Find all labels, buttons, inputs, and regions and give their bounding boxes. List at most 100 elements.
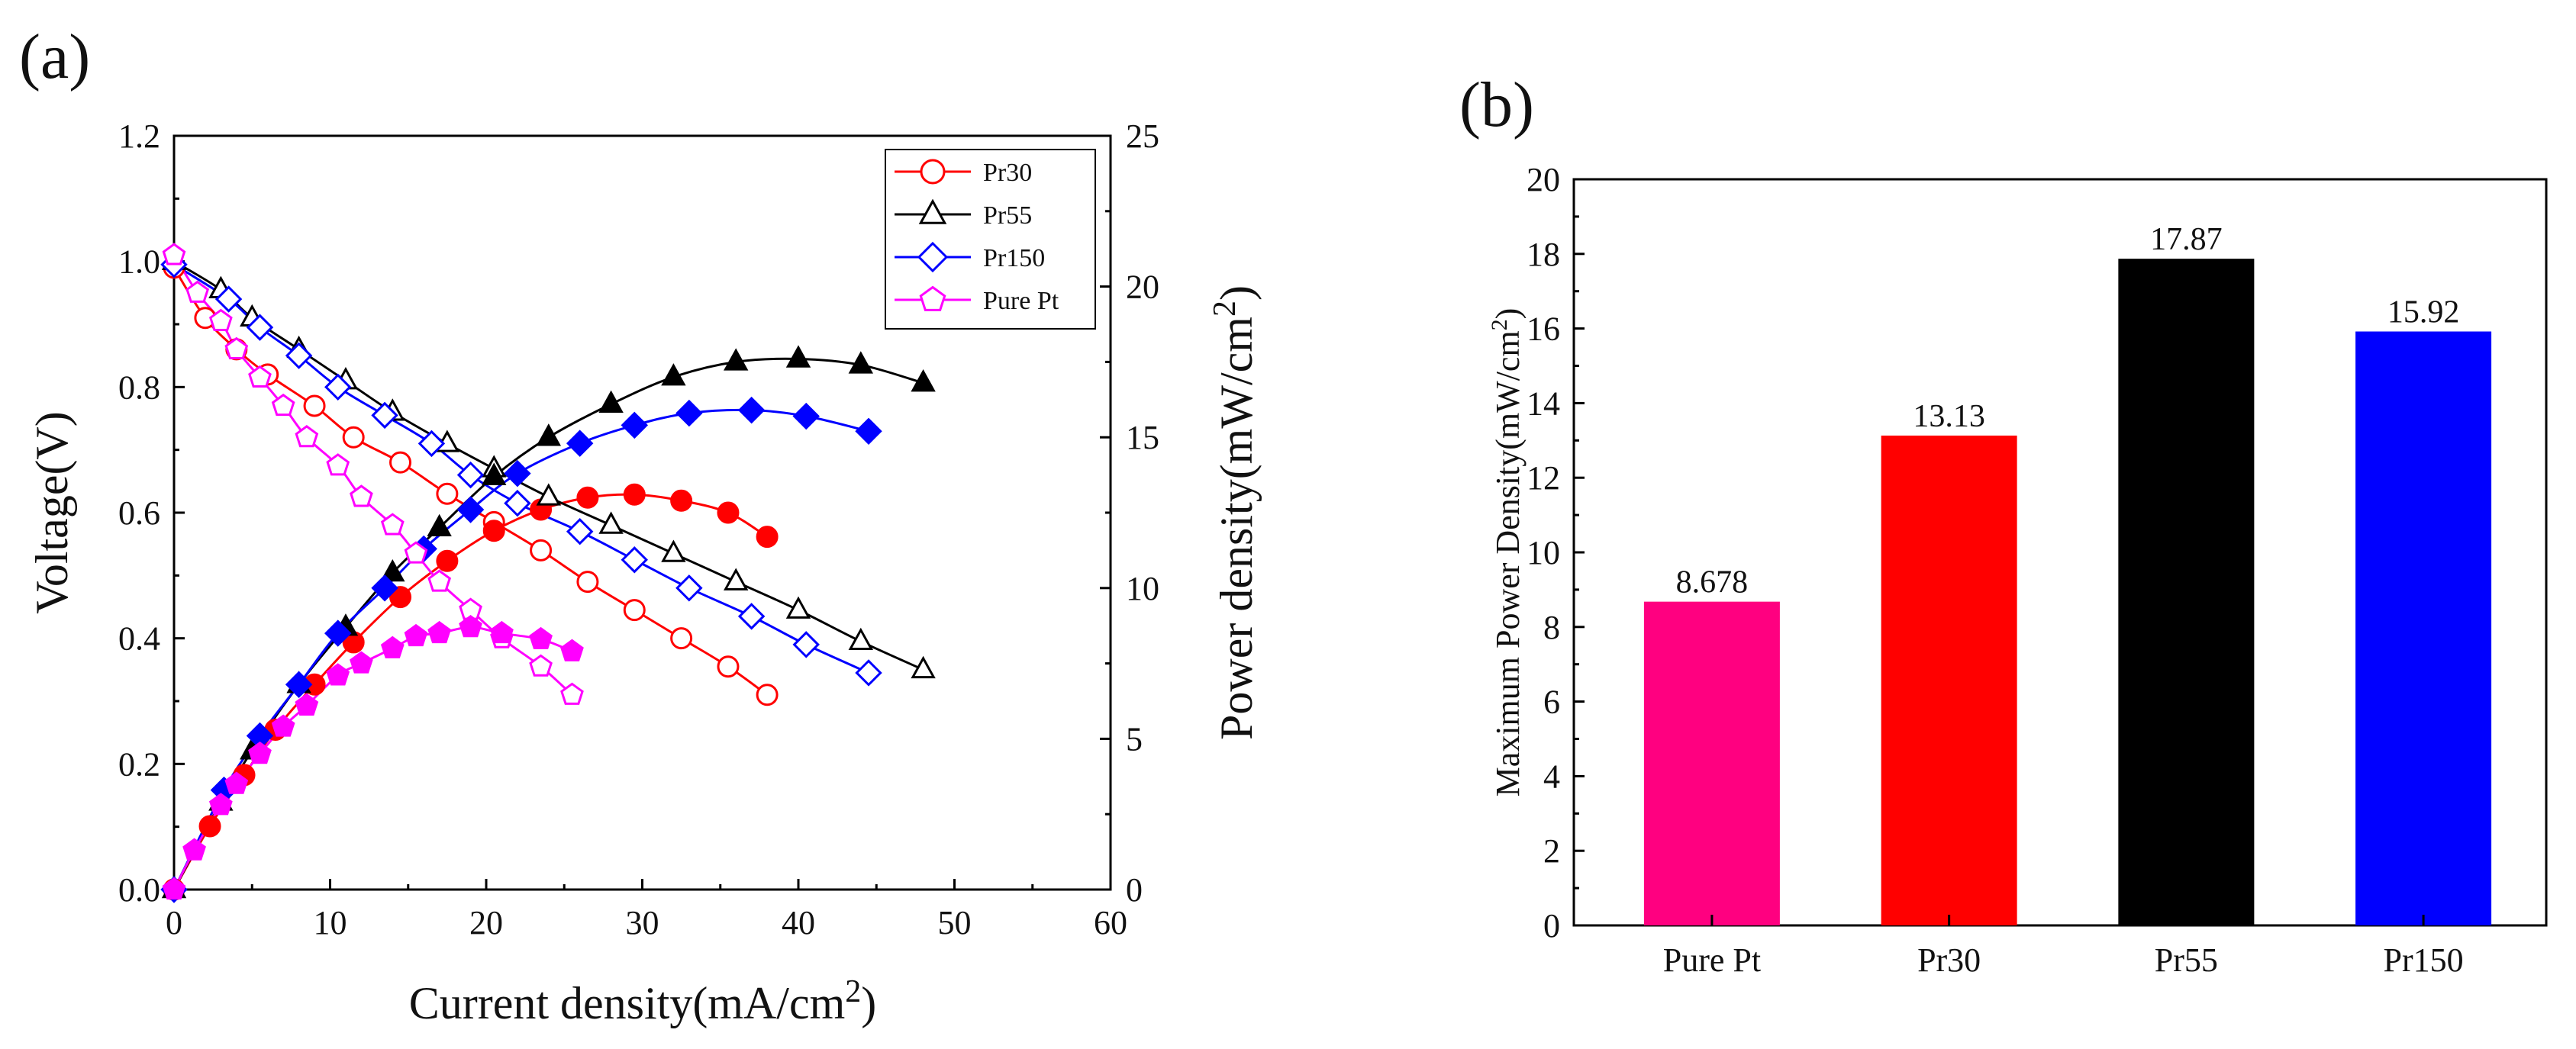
legend-label: Pr55 [983, 201, 1032, 230]
bar-pr30 [1881, 435, 2017, 925]
voltage-point [623, 599, 646, 622]
voltage-point [737, 603, 766, 630]
voltage-point [670, 627, 693, 650]
voltage-point [303, 394, 326, 417]
y-tick-label-b: 8 [1543, 609, 1560, 646]
power-line-pure-pt [172, 626, 573, 890]
voltage-point [271, 393, 295, 417]
category-label: Pr30 [1917, 941, 1981, 979]
voltage-point [214, 285, 243, 313]
power-point [404, 623, 428, 647]
voltage-point [342, 426, 365, 449]
y-tick-label-b: 16 [1527, 311, 1560, 348]
power-point [670, 489, 693, 512]
power-point [198, 815, 221, 838]
voltage-point [855, 659, 882, 687]
y-tick-label-b: 0 [1543, 907, 1560, 944]
legend-a: Pr30 Pr55 Pr150 Pure Pt [885, 149, 1096, 330]
voltage-point [675, 574, 703, 602]
power-point [295, 693, 319, 716]
power-point [785, 345, 811, 368]
voltage-point [185, 280, 210, 303]
legend-label: Pr30 [983, 159, 1032, 187]
power-point [724, 348, 749, 371]
y-right-tick-label: 15 [1126, 419, 1159, 456]
y-axis-title-b: Maximum Power Density(mW/cm2) [1487, 308, 1527, 797]
power-point [459, 615, 482, 638]
voltage-point [504, 489, 531, 517]
voltage-point [536, 483, 561, 506]
power-point [326, 663, 350, 686]
power-point [576, 486, 599, 509]
power-point [792, 402, 820, 430]
voltage-point [566, 517, 594, 545]
power-point [208, 793, 233, 816]
power-point [427, 513, 452, 537]
voltage-point [208, 308, 233, 331]
voltage-point [285, 342, 313, 369]
y-left-tick-label: 0.6 [118, 494, 160, 532]
voltage-point [418, 430, 446, 458]
power-point [285, 671, 313, 698]
y-left-tick-label: 0.0 [118, 871, 160, 909]
legend-label: Pr150 [983, 244, 1045, 272]
x-tick-label-a: 10 [314, 904, 347, 941]
power-point [389, 586, 412, 609]
bar-value-label: 13.13 [1913, 399, 1985, 434]
x-tick-label-a: 50 [938, 904, 972, 941]
voltage-point [717, 655, 740, 678]
y-right-tick-label: 10 [1126, 570, 1159, 607]
series-a [160, 243, 936, 903]
y-tick-label-b: 12 [1527, 459, 1560, 497]
y-axis-title-left: Voltage(V) [27, 411, 77, 614]
power-point [717, 501, 740, 524]
voltage-point [848, 627, 873, 651]
line-chart-a: 0 10 20 30 40 50 60 0.0 0.2 0.4 0.6 0.8 1.0 1.2 0 5 10 15… [27, 117, 1262, 1028]
voltage-line-pure-pt [172, 254, 573, 696]
x-tick-label-a: 60 [1094, 904, 1127, 941]
y-tick-label-b: 18 [1527, 236, 1560, 273]
voltage-point [529, 654, 553, 677]
x-tick-label-a: 40 [782, 904, 815, 941]
voltage-point [224, 336, 249, 360]
power-point [560, 639, 584, 661]
voltage-line-pr55 [173, 260, 924, 671]
power-point [482, 520, 505, 542]
category-label: Pure Pt [1663, 941, 1761, 979]
voltage-point [162, 243, 186, 265]
voltage-point [911, 655, 936, 679]
legend-marker [917, 241, 949, 273]
voltage-point [661, 539, 686, 562]
power-point [324, 619, 352, 647]
axes-b: 0 2 4 6 8 10 12 14 16 18 20 [1527, 161, 1585, 944]
x-axis-title-a: Current density(mA/cm2) [409, 974, 877, 1028]
bar-pr150 [2355, 331, 2492, 926]
y-right-tick-label: 20 [1126, 269, 1159, 306]
y-left-tick-label: 0.8 [118, 368, 160, 406]
power-point [756, 526, 779, 549]
panel-b-label: (b) [1459, 69, 1534, 140]
voltage-point [404, 541, 428, 564]
axes-a: 0 10 20 30 40 50 60 0.0 0.2 0.4 0.6 0.8 1.0 1.2 0 5 10 15… [118, 117, 1159, 941]
voltage-point [371, 401, 398, 430]
x-tick-label-a: 20 [469, 904, 503, 941]
power-point [371, 574, 398, 602]
bar-pr55 [2118, 259, 2255, 926]
x-tick-label-a: 30 [626, 904, 659, 941]
y-tick-label-b: 2 [1543, 832, 1560, 870]
y-axis-title-right: Power density(mW/cm2) [1207, 285, 1262, 740]
power-point [623, 483, 646, 506]
legend-marker [920, 159, 946, 185]
voltage-point [756, 684, 779, 706]
legend-label: Pure Pt [983, 287, 1059, 315]
y-left-tick-label: 1.2 [118, 117, 160, 155]
voltage-point [724, 568, 749, 590]
y-left-tick-label: 0.4 [118, 620, 160, 658]
power-point [566, 430, 594, 457]
y-left-tick-label: 0.2 [118, 745, 160, 783]
panel-a-label: (a) [19, 21, 90, 92]
category-label: Pr150 [2384, 941, 2464, 979]
voltage-point [456, 461, 485, 489]
bar-value-label: 15.92 [2387, 295, 2460, 330]
